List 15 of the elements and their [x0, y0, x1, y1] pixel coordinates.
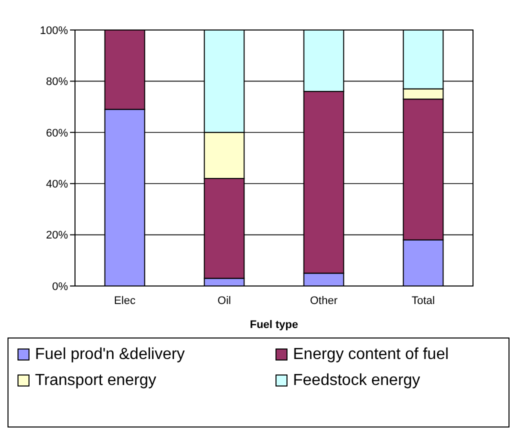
legend-label: Energy content of fuel: [293, 346, 449, 363]
y-tick-label: 0%: [52, 280, 68, 293]
y-tick-label: 100%: [40, 24, 68, 37]
y-tick-label: 60%: [46, 127, 68, 140]
x-tick-label: Other: [310, 295, 338, 307]
legend-label: Fuel prod'n &delivery: [35, 346, 185, 363]
x-axis-title: Fuel type: [250, 319, 298, 331]
x-tick-label: Total: [412, 295, 435, 307]
y-tick-label: 40%: [46, 178, 68, 190]
legend-label: Feedstock energy: [293, 372, 420, 389]
x-tick-label: Elec: [114, 295, 136, 307]
x-tick-label: Oil: [218, 295, 231, 307]
y-tick-label: 80%: [46, 76, 68, 88]
legend-label: Transport energy: [35, 372, 156, 389]
y-tick-label: 20%: [46, 230, 68, 242]
